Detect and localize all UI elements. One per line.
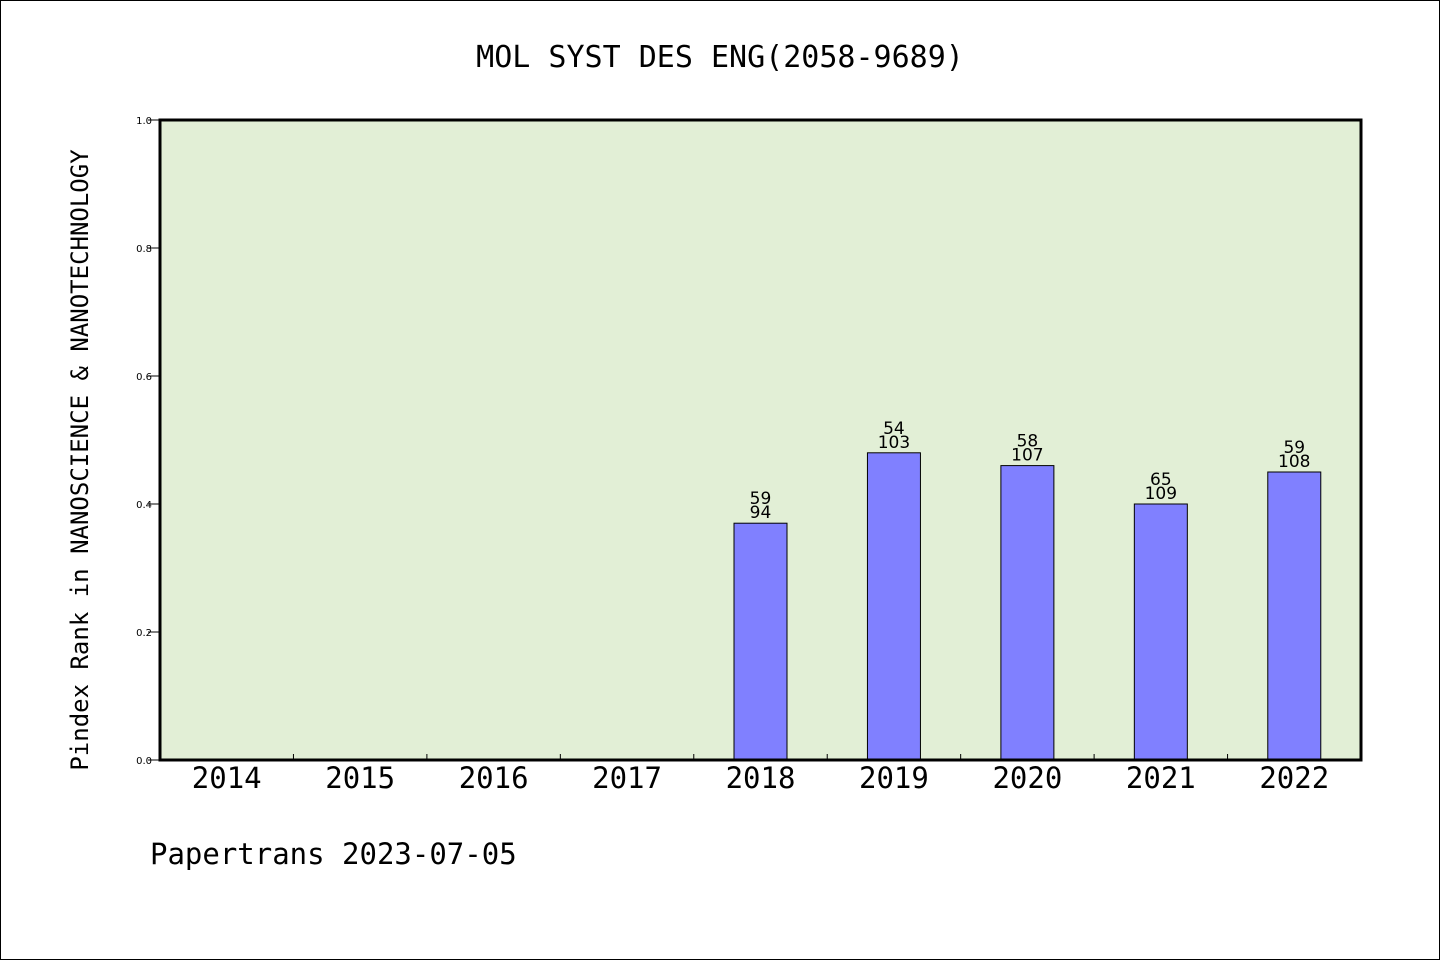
x-tick-label: 2017 bbox=[592, 761, 662, 795]
bar-2019 bbox=[866, 452, 921, 761]
x-axis: 2014 2015 2016 2017 2018 2019 2020 2021 2022 bbox=[192, 754, 1329, 795]
chart-title: MOL SYST DES ENG(2058-9689) bbox=[476, 40, 964, 75]
data-label-rank: 59 bbox=[750, 489, 772, 509]
x-tick-label: 2016 bbox=[459, 761, 529, 795]
data-label-total: 103 bbox=[878, 433, 910, 453]
x-tick-label: 2019 bbox=[859, 761, 929, 795]
data-label-total: 94 bbox=[750, 503, 772, 523]
bar-2022 bbox=[1267, 471, 1322, 761]
bar-2020 bbox=[1000, 465, 1055, 761]
plot-border bbox=[158, 118, 1363, 762]
bar-2018 bbox=[733, 522, 788, 761]
x-tick-label: 2015 bbox=[325, 761, 395, 795]
x-tick-label: 2022 bbox=[1259, 761, 1329, 795]
y-tick-label: 1.0 bbox=[136, 116, 152, 127]
x-tick-label: 2014 bbox=[192, 761, 262, 795]
y-axis-label: Pindex Rank in NANOSCIENCE & NANOTECHNOL… bbox=[66, 149, 94, 771]
x-tick-label: 2018 bbox=[726, 761, 796, 795]
bar-2021 bbox=[1133, 503, 1188, 761]
data-label-rank: 54 bbox=[883, 419, 905, 439]
y-tick-label: 0.0 bbox=[136, 756, 152, 767]
bars-layer bbox=[733, 452, 1322, 761]
y-tick-label: 0.8 bbox=[136, 244, 152, 255]
x-tick-label: 2021 bbox=[1126, 761, 1196, 795]
y-tick-label: 0.4 bbox=[136, 500, 152, 511]
data-label-rank: 65 bbox=[1150, 470, 1172, 490]
y-tick-label: 0.2 bbox=[136, 628, 152, 639]
y-tick-label: 0.6 bbox=[136, 372, 152, 383]
data-label-total: 107 bbox=[1011, 446, 1043, 466]
x-tick-label: 2020 bbox=[992, 761, 1062, 795]
data-label-total: 108 bbox=[1278, 452, 1310, 472]
data-label-total: 109 bbox=[1145, 484, 1177, 504]
footer-credit: Papertrans 2023-07-05 bbox=[150, 837, 517, 871]
data-label-rank: 58 bbox=[1017, 432, 1039, 452]
data-label-rank: 59 bbox=[1283, 438, 1305, 458]
y-axis: 0.0 0.2 0.4 0.6 0.8 1.0 bbox=[136, 116, 160, 767]
